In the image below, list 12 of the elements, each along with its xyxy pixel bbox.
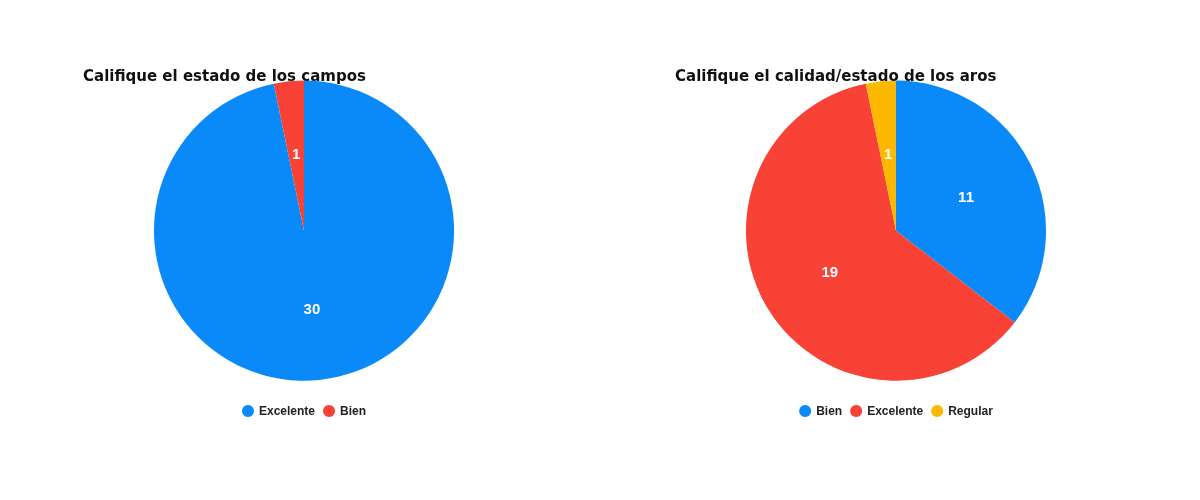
legend-label: Bien <box>816 404 843 418</box>
legend-label: Regular <box>948 404 994 418</box>
legend-label: Excelente <box>867 404 924 418</box>
chart-title: Califique el calidad/estado de los aros <box>675 66 997 85</box>
data-label: 19 <box>821 263 839 281</box>
legend-label: Excelente <box>258 404 316 418</box>
chart-title: Califique el estado de los campos <box>83 66 366 85</box>
data-label: 11 <box>958 187 974 205</box>
data-label: 1 <box>291 144 301 162</box>
legend-label: Bien <box>340 404 367 418</box>
data-label: 30 <box>303 299 321 317</box>
data-label: 1 <box>883 144 893 162</box>
